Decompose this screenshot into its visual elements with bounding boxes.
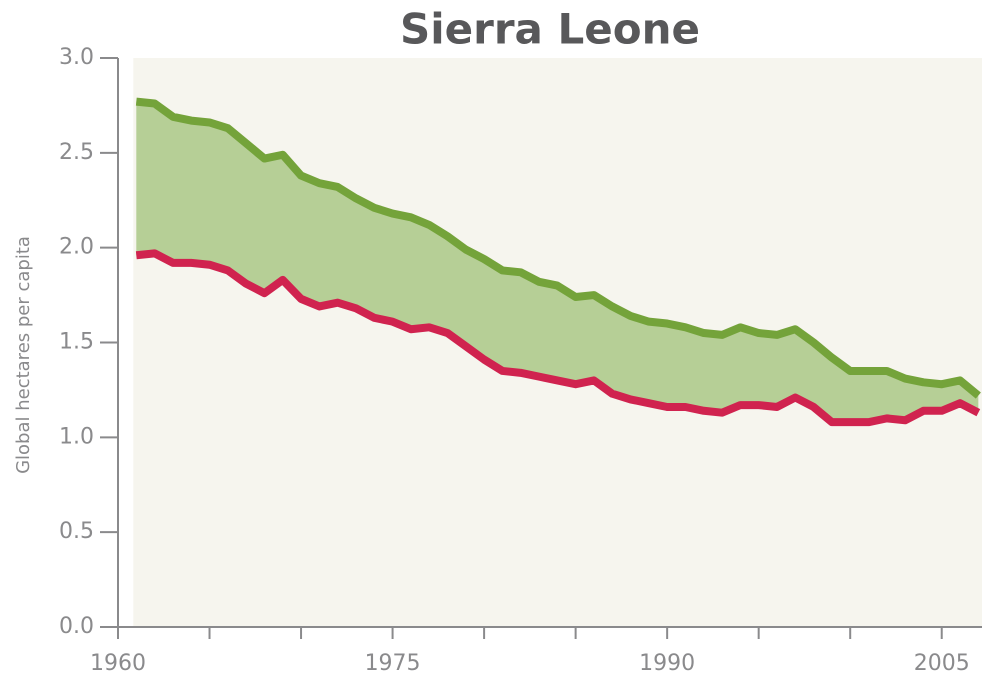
y-tick-label: 2.0 (59, 235, 94, 260)
y-tick-label: 0.0 (59, 614, 94, 639)
y-tick-label: 1.0 (59, 424, 94, 449)
x-tick-label: 1960 (90, 651, 146, 676)
y-tick-label: 2.5 (59, 140, 94, 165)
y-tick-label: 3.0 (59, 45, 94, 70)
x-tick-label: 2005 (914, 651, 970, 676)
band-area (136, 101, 979, 423)
y-axis-label: Global hectares per capita (13, 236, 34, 474)
x-tick-label: 1990 (639, 651, 695, 676)
x-tick-label: 1975 (365, 651, 421, 676)
y-tick-label: 0.5 (59, 519, 94, 544)
chart-title: Sierra Leone (400, 5, 700, 54)
y-tick-label: 1.5 (59, 330, 94, 355)
series-line (135, 97, 981, 399)
series-line (135, 249, 981, 427)
